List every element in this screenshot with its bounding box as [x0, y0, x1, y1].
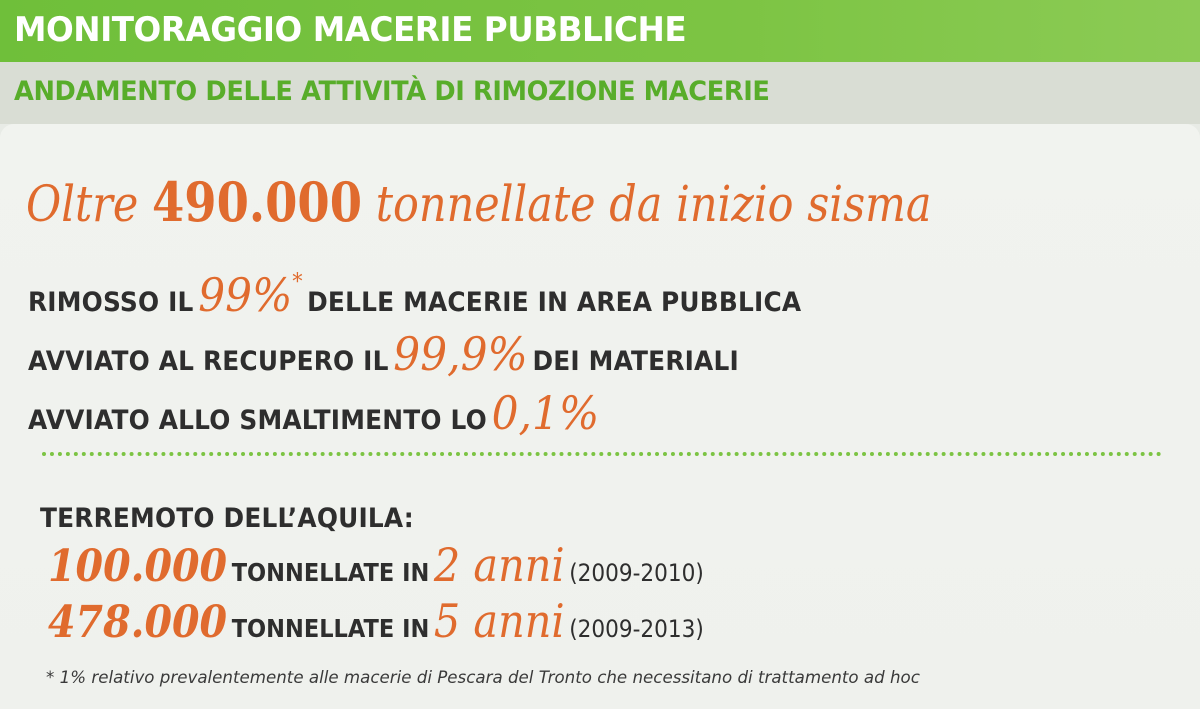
stat-value: 99%: [198, 268, 293, 322]
footnote: * 1% relativo prevalentemente alle macer…: [46, 668, 920, 688]
aquila-amount: 478.000: [48, 597, 228, 648]
aquila-title-text: TERREMOTO DELL’AQUILA:: [40, 503, 414, 534]
aquila-amount: 100.000: [48, 541, 228, 592]
aquila-years: 5 anni: [433, 594, 565, 648]
footnote-marker: *: [292, 270, 303, 295]
headline-prefix: Oltre: [26, 175, 139, 233]
aquila-range: (2009-2013): [569, 615, 704, 643]
aquila-row: 100.000 TONNELLATE IN 2 anni (2009-2010): [48, 538, 704, 592]
aquila-row: 478.000 TONNELLATE IN 5 anni (2009-2013): [48, 594, 704, 648]
aquila-years: 2 anni: [433, 538, 565, 592]
stat-label: RIMOSSO IL: [28, 287, 194, 318]
dotted-divider: [42, 452, 1162, 456]
aquila-title: TERREMOTO DELL’AQUILA:: [40, 503, 414, 534]
content-panel: [0, 124, 1200, 709]
section-title: ANDAMENTO DELLE ATTIVITÀ DI RIMOZIONE MA…: [14, 76, 770, 107]
stat-value: 0,1%: [491, 386, 600, 440]
stat-label: AVVIATO AL RECUPERO IL: [28, 346, 389, 377]
headline: Oltre 490.000 tonnellate da inizio sisma: [26, 170, 932, 234]
subheader-band: [0, 62, 1200, 124]
stat-label: AVVIATO ALLO SMALTIMENTO LO: [28, 405, 487, 436]
aquila-label: TONNELLATE IN: [231, 558, 430, 587]
stat-label: DEI MATERIALI: [532, 346, 739, 377]
stat-value: 99,9%: [393, 327, 528, 381]
stat-label: DELLE MACERIE IN AREA PUBBLICA: [307, 287, 802, 318]
headline-value: 490.000: [151, 170, 363, 234]
aquila-label: TONNELLATE IN: [231, 614, 430, 643]
header-bar: [0, 0, 1200, 62]
stat-row-removed: RIMOSSO IL 99%* DELLE MACERIE IN AREA PU…: [28, 268, 801, 322]
page-title: MONITORAGGIO MACERIE PUBBLICHE: [14, 10, 687, 50]
stat-row-recovery: AVVIATO AL RECUPERO IL 99,9% DEI MATERIA…: [28, 327, 739, 381]
aquila-range: (2009-2010): [569, 559, 704, 587]
stat-row-disposal: AVVIATO ALLO SMALTIMENTO LO 0,1%: [28, 386, 599, 440]
headline-suffix: tonnellate da inizio sisma: [375, 175, 932, 233]
